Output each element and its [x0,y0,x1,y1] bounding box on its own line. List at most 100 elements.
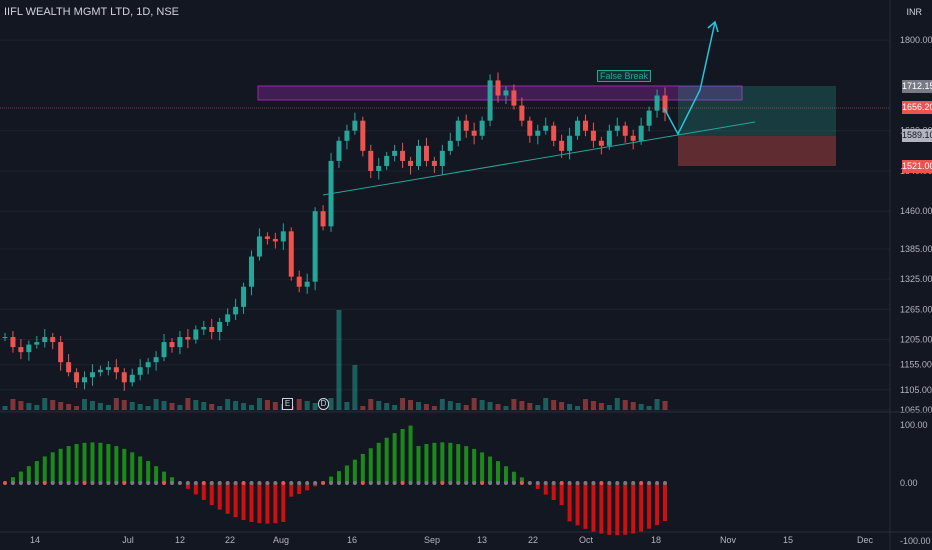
volume-bar [2,406,8,410]
candle-body [471,130,477,136]
candle-body [431,160,437,166]
osc-zero-dot [607,481,612,485]
volume-bar [463,405,469,410]
candle-body [74,372,80,383]
osc-zero-dot [432,481,437,485]
volume-bar [153,399,159,410]
candle-body [58,342,64,363]
volume-bar [471,398,477,410]
volume-bar [408,400,414,410]
candle-body [145,362,151,368]
volume-bar [328,398,334,410]
volume-bar [527,403,533,410]
price-tag-entry: 1589.10 [902,129,932,142]
candle-body [519,105,525,121]
volume-bar [630,402,636,410]
candle-body [551,125,557,141]
osc-zero-dot [376,481,381,485]
volume-bar [193,400,199,410]
volume-bar [495,404,501,410]
volume-bar [185,398,191,410]
candle-body [630,135,636,141]
candle-body [113,367,119,373]
osc-zero-dot [281,481,286,485]
candle-body [34,342,40,345]
volume-bar [622,400,628,410]
osc-zero-dot [162,481,167,485]
volume-bar [209,404,215,410]
osc-zero-dot [305,481,310,485]
osc-bar [543,483,548,495]
volume-bar [400,398,406,410]
volume-bar [487,402,493,410]
candle-body [455,120,461,141]
symbol-title[interactable]: IIFL WEALTH MGMT LTD, 1D, NSE [4,6,180,18]
osc-zero-dot [567,481,572,485]
osc-zero-dot [575,481,580,485]
osc-bar [273,483,278,524]
price-tick-label: 1800.00 [900,35,932,45]
stop-zone [678,136,836,166]
osc-zero-dot [225,481,230,485]
osc-bar [281,483,286,522]
osc-zero-dot [257,481,262,485]
osc-bar [440,442,445,483]
false-break-label[interactable]: False Break [597,70,652,82]
time-tick-label: Jul [122,535,134,545]
candle-body [336,140,342,161]
projection-arrow [663,21,716,136]
volume-bar [312,403,318,410]
dividend-marker[interactable]: D [318,398,329,410]
osc-zero-dot [368,481,373,485]
osc-zero-dot [408,481,413,485]
osc-bar [591,483,596,532]
volume-bar [455,403,461,410]
volume-bar [58,402,64,410]
osc-zero-dot [185,481,190,485]
price-tick-label: 1155.00 [900,360,932,370]
osc-bar [567,483,572,522]
volume-bar [233,401,239,410]
osc-zero-dot [217,481,222,485]
osc-bar [106,444,111,483]
osc-tick-label: 0.00 [900,478,918,488]
osc-bar [559,483,564,506]
candle-body [50,337,56,343]
osc-zero-dot [599,481,604,485]
osc-bar [66,446,71,483]
volume-bar [264,400,270,410]
candle-body [18,347,24,353]
osc-bar [480,452,485,483]
candle-body [97,369,103,373]
osc-zero-dot [329,481,334,485]
volume-bar [575,406,581,410]
osc-bar [496,461,501,483]
osc-zero-dot [106,481,111,485]
osc-bar [607,483,612,535]
osc-zero-dot [50,481,55,485]
osc-zero-dot [336,481,341,485]
candle-body [256,236,262,257]
osc-bar [623,483,628,535]
volume-bar [606,405,612,410]
candle-body [272,238,278,242]
candle-body [217,321,223,333]
candle-body [169,342,175,348]
time-tick-label: Aug [273,535,289,545]
candle-body [185,337,191,340]
osc-zero-dot [201,481,206,485]
osc-bar [193,483,198,495]
volume-bar [479,400,485,410]
time-tick-label: 12 [175,535,185,545]
osc-zero-dot [241,481,246,485]
earnings-marker[interactable]: E [282,398,293,410]
time-tick-label: Sep [424,535,440,545]
osc-bar [154,466,159,483]
price-tag-last: 1656.20 [902,101,932,114]
volume-bar [503,406,509,410]
osc-zero-dot [297,481,302,485]
volume-bar [543,398,549,410]
volume-bar [344,402,350,410]
volume-bar [272,402,278,410]
